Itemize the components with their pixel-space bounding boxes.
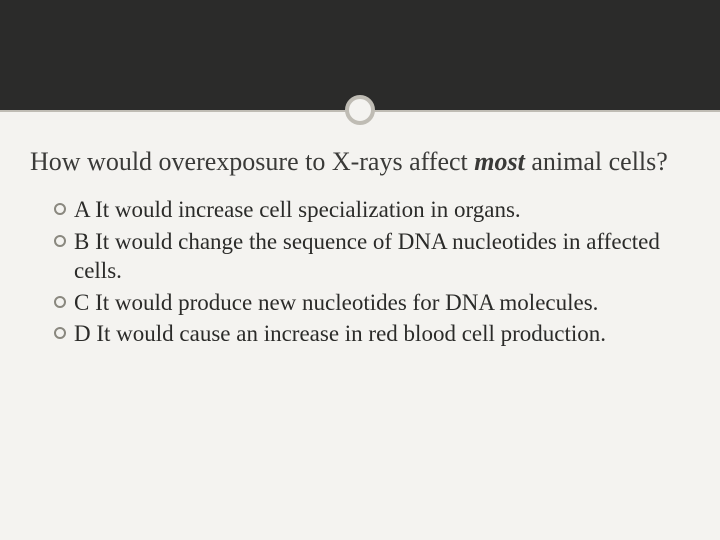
slide: How would overexposure to X-rays affect … xyxy=(0,0,720,540)
question-emph: most xyxy=(474,147,525,176)
option-d: D It would cause an increase in red bloo… xyxy=(54,319,690,348)
option-letter: D xyxy=(74,321,91,346)
option-text: A It would increase cell specialization … xyxy=(74,195,690,224)
option-body: It would change the sequence of DNA nucl… xyxy=(74,229,660,283)
divider-circle xyxy=(345,95,375,125)
option-body: It would cause an increase in red blood … xyxy=(96,321,606,346)
option-letter: B xyxy=(74,229,89,254)
bullet-icon xyxy=(54,203,66,215)
question-text: How would overexposure to X-rays affect … xyxy=(30,146,690,177)
bullet-icon xyxy=(54,235,66,247)
option-a: A It would increase cell specialization … xyxy=(54,195,690,224)
options-list: A It would increase cell specialization … xyxy=(30,195,690,348)
content-area: How would overexposure to X-rays affect … xyxy=(0,110,720,350)
option-c: C It would produce new nucleotides for D… xyxy=(54,288,690,317)
option-text: C It would produce new nucleotides for D… xyxy=(74,288,690,317)
option-text: D It would cause an increase in red bloo… xyxy=(74,319,690,348)
bullet-icon xyxy=(54,296,66,308)
option-letter: A xyxy=(74,197,89,222)
option-letter: C xyxy=(74,290,89,315)
option-b: B It would change the sequence of DNA nu… xyxy=(54,227,690,286)
option-text: B It would change the sequence of DNA nu… xyxy=(74,227,690,286)
bullet-icon xyxy=(54,327,66,339)
option-body: It would increase cell specialization in… xyxy=(95,197,521,222)
option-body: It would produce new nucleotides for DNA… xyxy=(95,290,598,315)
question-pre: How would overexposure to X-rays affect xyxy=(30,147,474,176)
question-post: animal cells? xyxy=(525,147,668,176)
